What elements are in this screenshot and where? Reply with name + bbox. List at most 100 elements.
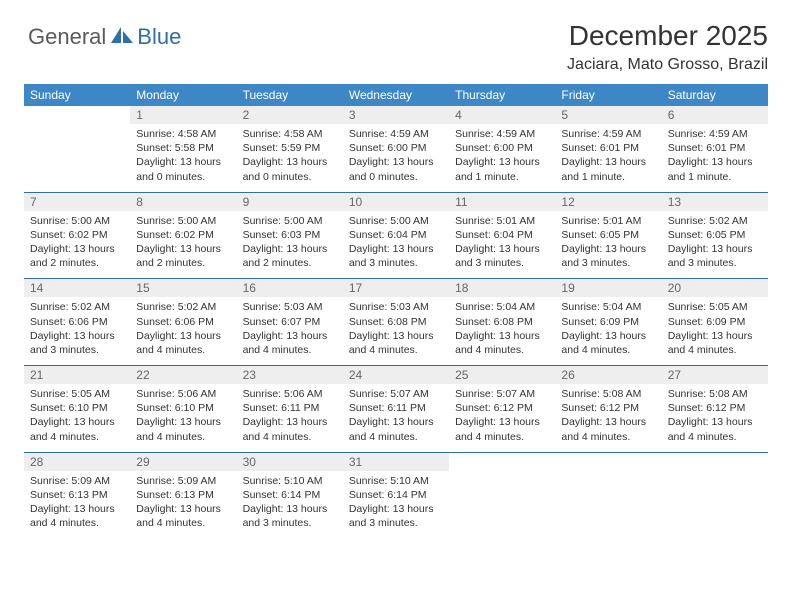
daylight-text: Daylight: 13 hours and 3 minutes. <box>561 242 655 270</box>
day-number: 19 <box>555 279 661 297</box>
daylight-text: Daylight: 13 hours and 4 minutes. <box>561 329 655 357</box>
sunset-text: Sunset: 6:11 PM <box>243 401 337 415</box>
daylight-text: Daylight: 13 hours and 4 minutes. <box>349 415 443 443</box>
daylight-text: Daylight: 13 hours and 4 minutes. <box>136 502 230 530</box>
daylight-text: Daylight: 13 hours and 3 minutes. <box>30 329 124 357</box>
sunset-text: Sunset: 6:04 PM <box>349 228 443 242</box>
sunrise-text: Sunrise: 5:09 AM <box>136 474 230 488</box>
sunset-text: Sunset: 6:14 PM <box>349 488 443 502</box>
day-number-row: 28293031 <box>24 453 768 471</box>
sunset-text: Sunset: 5:59 PM <box>243 141 337 155</box>
daylight-text: Daylight: 13 hours and 4 minutes. <box>455 415 549 443</box>
daylight-text: Daylight: 13 hours and 2 minutes. <box>243 242 337 270</box>
day-number: 22 <box>130 366 236 384</box>
calendar-body: 123456Sunrise: 4:58 AMSunset: 5:58 PMDay… <box>24 106 768 538</box>
sunrise-text: Sunrise: 5:05 AM <box>30 387 124 401</box>
day-number: 27 <box>662 366 768 384</box>
daylight-text: Daylight: 13 hours and 1 minute. <box>455 155 549 183</box>
day-content-row: Sunrise: 5:05 AM Sunset: 6:10 PM Daylight:… <box>24 384 768 452</box>
day-cell: Sunrise: 5:03 AMSunset: 6:08 PMDaylight:… <box>343 297 449 365</box>
day-number: 9 <box>237 193 343 211</box>
day-cell: Sunrise: 5:05 AMSunset: 6:10 PMDaylight:… <box>24 384 130 452</box>
day-cell: Sunrise: 5:10 AMSunset: 6:14 PMDaylight:… <box>343 471 449 539</box>
day-cell: Sunrise: 5:08 AMSunset: 6:12 PMDaylight:… <box>662 384 768 452</box>
sunrise-text: Sunrise: 5:06 AM <box>243 387 337 401</box>
daylight-text: Daylight: 13 hours and 3 minutes. <box>349 242 443 270</box>
sunset-text: Sunset: 6:05 PM <box>668 228 762 242</box>
daylight-text: Daylight: 13 hours and 4 minutes. <box>243 329 337 357</box>
sunrise-text: Sunrise: 5:02 AM <box>668 214 762 228</box>
day-cell: Sunrise: 5:04 AMSunset: 6:09 PMDaylight:… <box>555 297 661 365</box>
day-cell: Sunrise: 4:58 AMSunset: 5:59 PMDaylight:… <box>237 124 343 192</box>
sunrise-text: Sunrise: 5:01 AM <box>455 214 549 228</box>
daylight-text: Daylight: 13 hours and 4 minutes. <box>561 415 655 443</box>
sunset-text: Sunset: 6:12 PM <box>455 401 549 415</box>
sunrise-text: Sunrise: 5:10 AM <box>243 474 337 488</box>
daylight-text: Daylight: 13 hours and 4 minutes. <box>136 329 230 357</box>
day-number: 8 <box>130 193 236 211</box>
daylight-text: Daylight: 13 hours and 3 minutes. <box>668 242 762 270</box>
day-cell: Sunrise: 5:07 AMSunset: 6:11 PMDaylight:… <box>343 384 449 452</box>
day-number: 1 <box>130 106 236 124</box>
daylight-text: Daylight: 13 hours and 0 minutes. <box>136 155 230 183</box>
day-number-row: 123456 <box>24 106 768 124</box>
day-cell: Sunrise: 4:59 AMSunset: 6:01 PMDaylight:… <box>662 124 768 192</box>
daylight-text: Daylight: 13 hours and 4 minutes. <box>455 329 549 357</box>
day-number: 24 <box>343 366 449 384</box>
sunrise-text: Sunrise: 5:07 AM <box>349 387 443 401</box>
day-number: 16 <box>237 279 343 297</box>
sunset-text: Sunset: 6:02 PM <box>30 228 124 242</box>
day-number: 21 <box>24 366 130 384</box>
day-content-row: Sunrise: 5:09 AMSunset: 6:13 PMDaylight:… <box>24 471 768 539</box>
day-cell <box>555 471 661 539</box>
day-number: 3 <box>343 106 449 124</box>
sunset-text: Sunset: 6:11 PM <box>349 401 443 415</box>
day-cell: Sunrise: 5:08 AMSunset: 6:12 PMDaylight:… <box>555 384 661 452</box>
sunset-text: Sunset: 6:06 PM <box>30 315 124 329</box>
day-number <box>449 453 555 471</box>
daylight-text: Daylight: 13 hours and 0 minutes. <box>243 155 337 183</box>
sunrise-text: Sunrise: 5:00 AM <box>30 214 124 228</box>
day-cell: Sunrise: 5:09 AMSunset: 6:13 PMDaylight:… <box>24 471 130 539</box>
day-number: 30 <box>237 453 343 471</box>
logo-text-general: General <box>28 24 106 50</box>
daylight-text: Daylight: 13 hours and 3 minutes. <box>349 502 443 530</box>
weekday-header: Wednesday <box>343 84 449 106</box>
day-number: 6 <box>662 106 768 124</box>
day-number: 5 <box>555 106 661 124</box>
day-cell: Sunrise: 5:03 AMSunset: 6:07 PMDaylight:… <box>237 297 343 365</box>
day-cell: Sunrise: 5:00 AMSunset: 6:04 PMDaylight:… <box>343 211 449 279</box>
location-label: Jaciara, Mato Grosso, Brazil <box>24 56 768 74</box>
weekday-header: Saturday <box>662 84 768 106</box>
daylight-text: Daylight: 13 hours and 4 minutes. <box>243 415 337 443</box>
daylight-text: Daylight: 13 hours and 4 minutes. <box>349 329 443 357</box>
day-cell: Sunrise: 5:05 AMSunset: 6:09 PMDaylight:… <box>662 297 768 365</box>
sunrise-text: Sunrise: 4:58 AM <box>136 127 230 141</box>
sunset-text: Sunset: 6:01 PM <box>668 141 762 155</box>
daylight-text: Daylight: 13 hours and 2 minutes. <box>30 242 124 270</box>
day-number: 28 <box>24 453 130 471</box>
sunset-text: Sunset: 6:10 PM <box>136 401 230 415</box>
day-cell: Sunrise: 4:59 AMSunset: 6:00 PMDaylight:… <box>449 124 555 192</box>
sunrise-text: Sunrise: 5:08 AM <box>668 387 762 401</box>
day-cell: Sunrise: 5:01 AMSunset: 6:04 PMDaylight:… <box>449 211 555 279</box>
day-cell: Sunrise: 5:00 AMSunset: 6:02 PMDaylight:… <box>130 211 236 279</box>
day-number: 14 <box>24 279 130 297</box>
logo-sail-icon <box>109 25 135 50</box>
day-content-row: Sunrise: 5:00 AMSunset: 6:02 PMDaylight:… <box>24 211 768 279</box>
day-cell: Sunrise: 5:00 AMSunset: 6:02 PMDaylight:… <box>24 211 130 279</box>
sunrise-text: Sunrise: 5:08 AM <box>561 387 655 401</box>
sunset-text: Sunset: 6:01 PM <box>561 141 655 155</box>
sunset-text: Sunset: 6:05 PM <box>561 228 655 242</box>
sunset-text: Sunset: 6:14 PM <box>243 488 337 502</box>
day-number: 13 <box>662 193 768 211</box>
sunset-text: Sunset: 6:06 PM <box>136 315 230 329</box>
sunset-text: Sunset: 6:08 PM <box>349 315 443 329</box>
sunset-text: Sunset: 6:07 PM <box>243 315 337 329</box>
sunrise-text: Sunrise: 4:59 AM <box>349 127 443 141</box>
sunrise-text: Sunrise: 5:10 AM <box>349 474 443 488</box>
sunrise-text: Sunrise: 5:02 AM <box>30 300 124 314</box>
daylight-text: Daylight: 13 hours and 3 minutes. <box>455 242 549 270</box>
sunset-text: Sunset: 6:09 PM <box>561 315 655 329</box>
day-number: 7 <box>24 193 130 211</box>
